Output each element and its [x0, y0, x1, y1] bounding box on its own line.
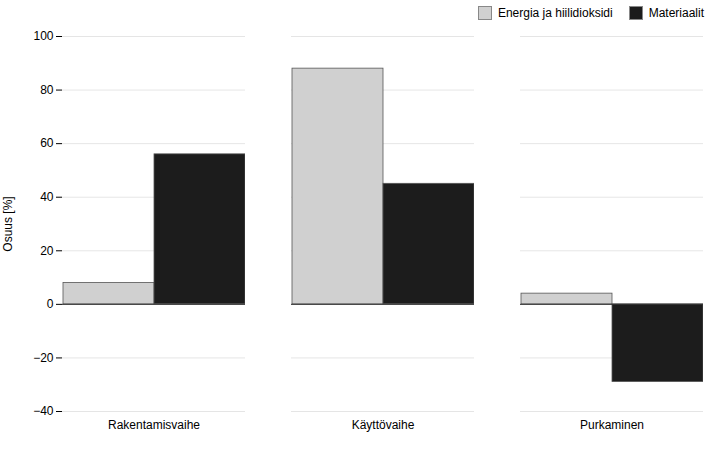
svg-text:40: 40	[40, 190, 54, 204]
svg-text:60: 60	[40, 136, 54, 150]
svg-text:−20: −20	[33, 351, 54, 365]
svg-text:20: 20	[40, 244, 54, 258]
svg-text:Käyttövaihe: Käyttövaihe	[352, 418, 415, 432]
svg-text:80: 80	[40, 83, 54, 97]
svg-text:0: 0	[47, 297, 54, 311]
svg-text:Rakentamisvaihe: Rakentamisvaihe	[108, 418, 200, 432]
svg-text:Osuus [%]: Osuus [%]	[1, 196, 15, 251]
svg-text:100: 100	[33, 29, 53, 43]
svg-text:−40: −40	[33, 404, 54, 418]
svg-text:Purkaminen: Purkaminen	[580, 418, 644, 432]
html-text:Energia ja hiilidioksidi: Energia ja hiilidioksidi	[497, 6, 613, 20]
html-text:Materiaalit: Materiaalit	[648, 6, 704, 20]
